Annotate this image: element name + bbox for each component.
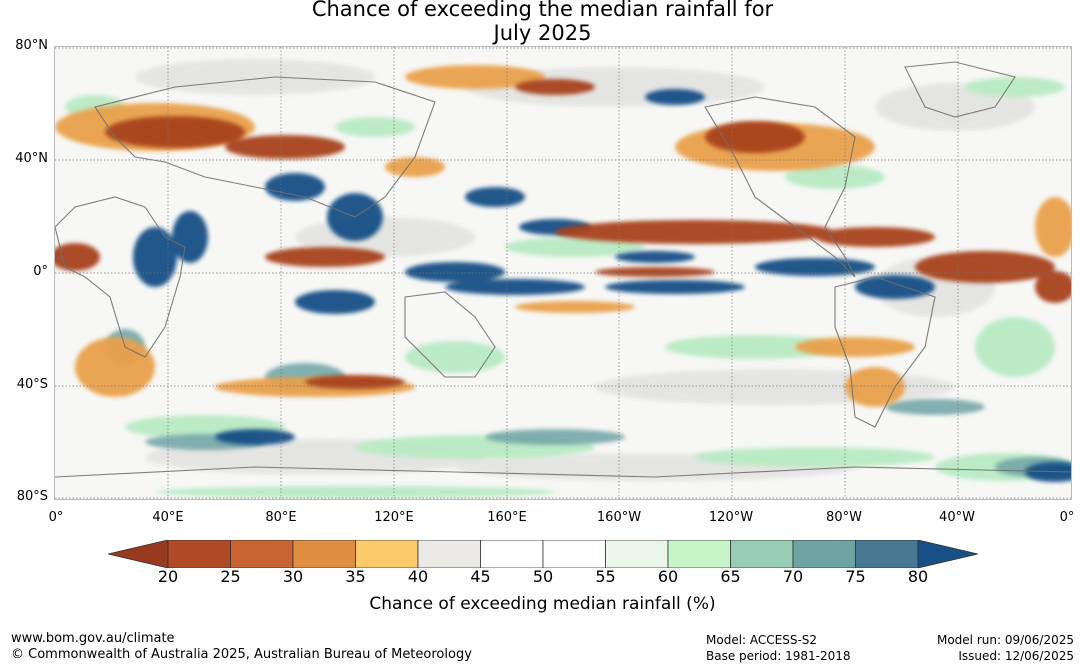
rainfall-map-canvas [55,47,1071,499]
lon-label-120w: 120°W [708,510,754,525]
footer-base-period: Base period: 1981-2018 [706,649,851,663]
colorbar-bin-40-45 [417,540,481,568]
lon-label-80w: 80°W [826,510,862,525]
lon-label-160e: 160°E [487,510,527,525]
colorbar-tick-20: 20 [157,567,179,586]
colorbar-bin-25-30 [230,540,294,568]
colorbar-bin-20-25 [167,540,231,568]
colorbar-bin-35-40 [355,540,419,568]
colorbar-tick-50: 50 [532,567,554,586]
map-title-line2: July 2025 [493,21,592,45]
colorbar-tick-55: 55 [595,567,616,586]
rainfall-map [54,46,1072,500]
colorbar-tick-30: 30 [282,567,304,586]
colorbar-bin-45-50 [480,540,544,568]
lon-label-0: 0° [48,510,64,525]
brown-regions [55,79,1071,389]
colorbar-tick-60: 60 [657,567,679,586]
colorbar-bin-70-75 [792,540,856,568]
lon-label-0-end: 0° [1059,510,1075,525]
colorbar-tick-65: 65 [720,567,741,586]
colorbar-bin-50-55 [542,540,606,568]
colorbar-bin-30-35 [292,540,356,568]
lon-label-80e: 80°E [265,510,297,525]
colorbar-tick-75: 75 [845,567,866,586]
map-title-line1: Chance of exceeding the median rainfall … [311,0,774,21]
colorbar-bin-75-80 [855,540,919,568]
colorbar-tick-70: 70 [782,567,804,586]
footer-copyright: © Commonwealth of Australia 2025, Austra… [11,647,472,662]
colorbar-high-arrow [917,540,978,568]
colorbar-bin-65-70 [730,540,794,568]
lon-label-40w: 40°W [939,510,975,525]
lat-label-40n: 40°N [15,151,48,166]
lat-label-80n: 80°N [15,38,48,53]
colorbar-low-arrow [108,540,169,568]
map-title: Chance of exceeding the median rainfall … [0,0,1085,45]
colorbar-bin-60-65 [667,540,731,568]
colorbar-tick-25: 25 [220,567,241,586]
footer-website: www.bom.gov.au/climate [11,631,175,646]
lat-label-eq: 0° [33,264,48,279]
colorbar-tick-40: 40 [407,567,429,586]
colorbar-tick-35: 35 [345,567,366,586]
colorbar [108,540,978,568]
colorbar-tick-45: 45 [470,567,491,586]
coastlines [55,61,1071,478]
lon-label-120e: 120°E [374,510,414,525]
footer-issued: Issued: 12/06/2025 [958,649,1074,663]
lon-label-40e: 40°E [152,510,184,525]
colorbar-tick-80: 80 [907,567,929,586]
blue-regions [133,89,1071,482]
colorbar-bin-55-60 [605,540,669,568]
lat-label-80s: 80°S [16,489,48,504]
footer-model: Model: ACCESS-S2 [706,633,818,647]
footer-model-run: Model run: 09/06/2025 [936,633,1074,647]
lat-label-40s: 40°S [16,377,48,392]
lon-label-160w: 160°W [596,510,642,525]
colorbar-label: Chance of exceeding median rainfall (%) [369,594,716,614]
graticule [55,47,1071,499]
